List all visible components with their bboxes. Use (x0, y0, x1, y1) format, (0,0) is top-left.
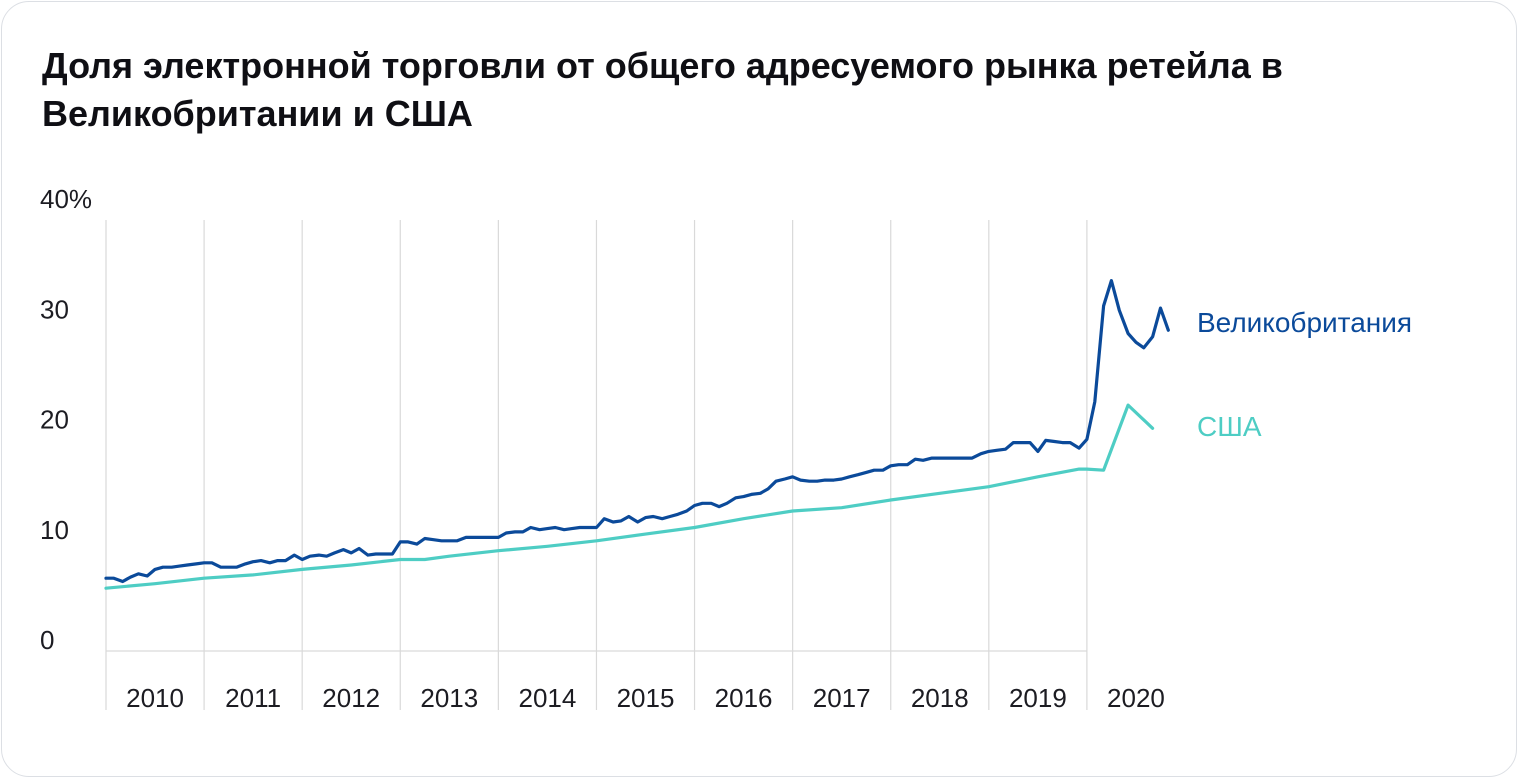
y-tick-label-30: 30 (40, 294, 69, 324)
x-tick-label-2011: 2011 (225, 683, 281, 713)
x-tick-label-2019: 2019 (1009, 683, 1067, 713)
chart-title: Доля электронной торговли от общего адре… (42, 45, 1283, 134)
series-label-uk: Великобритания (1197, 307, 1412, 338)
series-lines (104, 279, 1170, 590)
x-tick-label-2020: 2020 (1107, 683, 1165, 713)
x-axis: 2010 2011 2012 2013 2014 2015 2016 2017 2018 2019… (126, 683, 1165, 713)
y-axis: 0 10 20 30 40% (40, 184, 92, 655)
y-tick-label-10: 10 (40, 515, 69, 545)
series-labels: Великобритания США (1197, 307, 1412, 442)
x-tick-label-2013: 2013 (420, 683, 478, 713)
series-label-us: США (1197, 411, 1262, 442)
series-line-uk (104, 279, 1170, 584)
x-tick-label-2016: 2016 (715, 683, 773, 713)
series-line-us (104, 403, 1155, 590)
x-tick-label-2010: 2010 (126, 683, 184, 713)
grid-lines (105, 220, 1088, 710)
y-tick-label-0: 0 (40, 625, 54, 655)
x-tick-label-2012: 2012 (322, 683, 380, 713)
x-tick-label-2014: 2014 (518, 683, 576, 713)
x-tick-label-2017: 2017 (813, 683, 871, 713)
x-tick-label-2015: 2015 (617, 683, 675, 713)
y-tick-label-20: 20 (40, 405, 69, 435)
y-tick-label-40: 40% (40, 184, 92, 214)
x-tick-label-2018: 2018 (911, 683, 969, 713)
